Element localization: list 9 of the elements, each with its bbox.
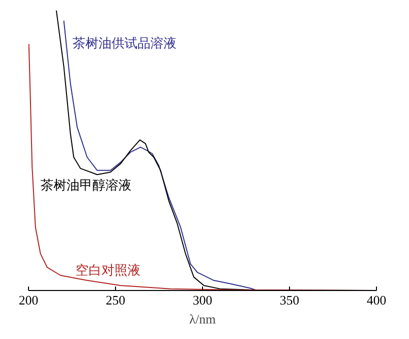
x-tick-label: 300 [192,292,212,308]
series-label: 茶树油甲醇溶液 [40,178,132,192]
series-label: 空白对照液 [76,262,140,278]
x-tick-label: 350 [280,292,300,308]
series-label: 茶树油供试品溶液 [72,36,176,50]
x-axis-title: λ/nm [189,312,216,326]
x-tick-label: 250 [106,292,126,308]
x-tick-label: 400 [366,292,386,308]
x-tick-label: 200 [18,292,38,308]
